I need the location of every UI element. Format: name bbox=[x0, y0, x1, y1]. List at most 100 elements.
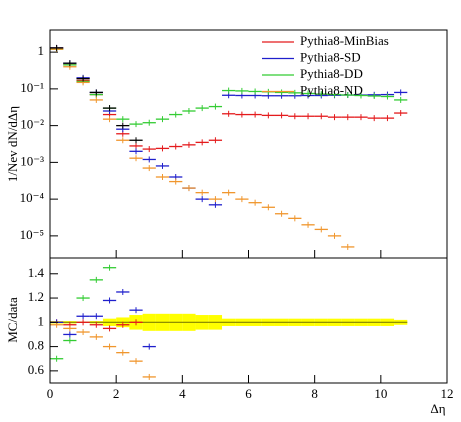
marker bbox=[394, 96, 408, 103]
legend-label: Pythia8-ND bbox=[300, 82, 363, 97]
marker bbox=[116, 349, 130, 356]
marker bbox=[208, 196, 223, 203]
marker bbox=[116, 116, 130, 123]
marker bbox=[248, 199, 262, 206]
x-tick-label: 12 bbox=[441, 386, 454, 401]
marker bbox=[208, 137, 223, 144]
marker bbox=[129, 121, 143, 128]
marker bbox=[261, 204, 275, 211]
legend-label: Pythia8-DD bbox=[300, 66, 363, 81]
marker bbox=[89, 333, 103, 340]
marker bbox=[274, 112, 289, 119]
marker bbox=[222, 110, 236, 117]
marker bbox=[288, 89, 302, 96]
plot-area bbox=[50, 264, 408, 380]
frame bbox=[49, 29, 448, 259]
y-tick-label: 10⁻⁴ bbox=[20, 190, 45, 205]
marker bbox=[261, 112, 275, 119]
marker bbox=[182, 141, 196, 148]
x-tick-label: 0 bbox=[47, 386, 54, 401]
marker bbox=[380, 93, 395, 100]
marker bbox=[288, 215, 302, 222]
marker bbox=[380, 115, 395, 122]
marker bbox=[182, 185, 196, 192]
marker bbox=[301, 221, 315, 228]
marker bbox=[142, 119, 156, 126]
marker bbox=[116, 321, 130, 328]
marker bbox=[208, 103, 223, 110]
marker bbox=[195, 105, 209, 112]
marker bbox=[155, 173, 170, 180]
marker bbox=[195, 196, 209, 203]
marker bbox=[142, 373, 156, 380]
marker bbox=[169, 178, 183, 185]
marker bbox=[394, 110, 408, 117]
x-tick-label: 4 bbox=[179, 386, 186, 401]
marker bbox=[235, 196, 249, 203]
marker bbox=[89, 313, 103, 320]
marker bbox=[129, 137, 143, 144]
marker bbox=[301, 113, 315, 120]
marker bbox=[102, 297, 117, 304]
x-axis-label: Δη bbox=[430, 401, 445, 416]
y-axis-label: 1/Nev dN/dΔη bbox=[5, 106, 20, 182]
marker bbox=[327, 114, 342, 121]
marker bbox=[142, 146, 156, 153]
marker bbox=[155, 162, 170, 169]
marker bbox=[89, 321, 103, 328]
marker bbox=[248, 88, 262, 95]
marker bbox=[76, 75, 90, 82]
marker bbox=[222, 87, 236, 94]
marker bbox=[367, 115, 381, 122]
marker bbox=[235, 111, 249, 118]
marker bbox=[182, 108, 196, 115]
marker bbox=[288, 113, 302, 120]
marker bbox=[142, 156, 156, 163]
marker bbox=[235, 87, 249, 94]
legend-label: Pythia8-MinBias bbox=[300, 33, 389, 48]
marker bbox=[248, 111, 262, 118]
marker bbox=[63, 331, 77, 338]
marker bbox=[155, 116, 170, 123]
marker bbox=[89, 96, 103, 103]
marker bbox=[116, 122, 130, 129]
marker bbox=[50, 355, 64, 362]
marker bbox=[327, 232, 342, 239]
marker bbox=[129, 155, 143, 162]
marker bbox=[76, 313, 90, 320]
marker bbox=[274, 89, 289, 96]
x-tick-label: 8 bbox=[311, 386, 318, 401]
marker bbox=[169, 143, 183, 150]
marker bbox=[89, 276, 103, 283]
marker bbox=[102, 264, 117, 271]
marker bbox=[76, 329, 90, 336]
y-tick-label: 0.8 bbox=[28, 338, 44, 353]
marker bbox=[129, 142, 143, 149]
y-tick-label: 10⁻³ bbox=[20, 153, 44, 168]
marker bbox=[354, 92, 368, 99]
marker bbox=[50, 44, 64, 51]
legend-label: Pythia8-SD bbox=[300, 49, 361, 64]
marker bbox=[341, 243, 355, 250]
marker bbox=[341, 114, 355, 121]
marker bbox=[63, 60, 77, 67]
marker bbox=[314, 226, 328, 233]
x-tick-label: 10 bbox=[374, 386, 387, 401]
marker bbox=[274, 210, 289, 217]
marker bbox=[169, 111, 183, 118]
marker bbox=[102, 105, 117, 112]
marker bbox=[129, 358, 143, 365]
marker bbox=[314, 91, 328, 98]
x-tick-label: 2 bbox=[113, 386, 120, 401]
y-tick-label: 1 bbox=[38, 43, 45, 58]
marker bbox=[102, 343, 117, 350]
marker bbox=[89, 89, 103, 96]
marker bbox=[102, 325, 117, 332]
marker bbox=[76, 319, 90, 326]
y-tick-label: 1 bbox=[38, 313, 45, 328]
plot-area bbox=[50, 44, 408, 250]
marker bbox=[208, 201, 223, 208]
marker bbox=[354, 114, 368, 121]
marker bbox=[341, 92, 355, 99]
marker bbox=[367, 92, 381, 99]
